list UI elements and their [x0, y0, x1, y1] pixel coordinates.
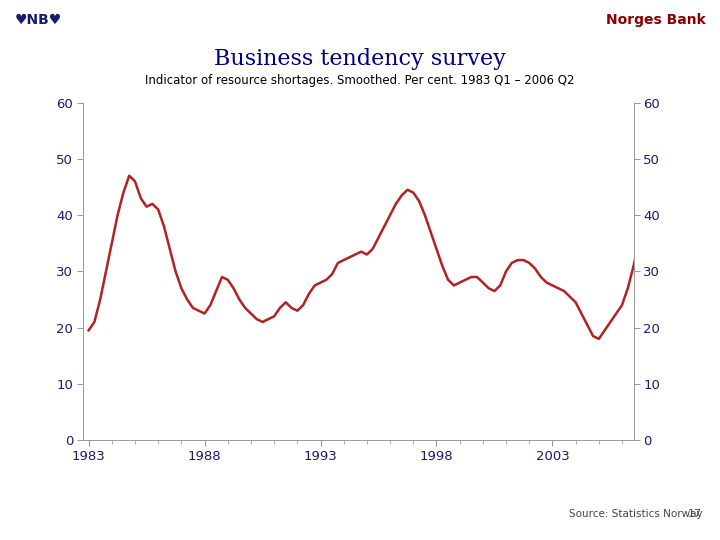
- Text: ♥NB♥: ♥NB♥: [14, 13, 62, 27]
- Text: 17: 17: [688, 509, 702, 519]
- Text: Business tendency survey: Business tendency survey: [214, 48, 506, 70]
- Text: Indicator of resource shortages. Smoothed. Per cent. 1983 Q1 – 2006 Q2: Indicator of resource shortages. Smoothe…: [145, 75, 575, 87]
- Text: Source: Statistics Norway: Source: Statistics Norway: [569, 509, 703, 519]
- Text: Norges Bank: Norges Bank: [606, 13, 706, 27]
